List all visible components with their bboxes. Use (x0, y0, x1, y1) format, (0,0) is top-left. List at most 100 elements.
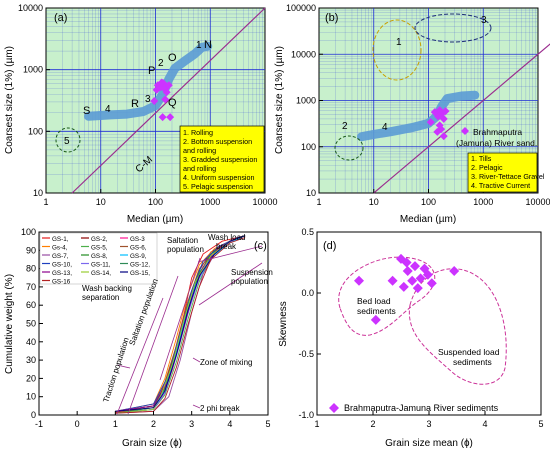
panel-b-label-2: 2 (342, 121, 348, 132)
legend-c-item: GS-10, (52, 262, 72, 269)
c-xtick-label: -1 (35, 419, 43, 429)
panel-b-label-3: 3 (481, 15, 487, 26)
c-ytick-label: 90 (26, 245, 36, 255)
panel-b-region-3 (414, 13, 492, 43)
c-ytick-label: 30 (26, 355, 36, 365)
legend-a-7: 5. Pelagic suspension (183, 182, 253, 191)
a-ytick-label: 1000 (23, 65, 43, 75)
legend-c-item: GS-2, (91, 236, 108, 243)
c-xtick-label: 3 (189, 419, 194, 429)
legend-c-item: GS-7, (52, 253, 69, 260)
legend-a-5: and rolling (183, 164, 216, 173)
legend-b-3: 3. River-Tettace Gravel (471, 172, 545, 181)
legend-a-4: 3. Gradded suspension (183, 155, 257, 164)
c-ytick-label: 20 (26, 373, 36, 383)
d-xtick-label: 2 (370, 419, 375, 429)
letter-o: O (168, 52, 177, 64)
legend-c-item: GS-16 (52, 279, 71, 286)
d-xtick-label: 3 (426, 419, 431, 429)
c-ytick-label: 60 (26, 300, 36, 310)
b-cm-diagonal (373, 43, 550, 194)
data-point (370, 314, 381, 325)
panel-b-ylabel: Coarsest size (1%) (µm) (274, 46, 285, 154)
legend-c-item: GS-14, (91, 270, 111, 277)
panel-b-region-2 (334, 135, 364, 161)
panel-c-tag: (c) (254, 240, 267, 252)
ann-saltation-pop: population (167, 245, 204, 254)
num-2: 2 (158, 58, 164, 69)
legend-c-item: GS-9, (130, 253, 147, 260)
panel-c-xlabel: Grain size (ɸ) (122, 438, 182, 449)
legend-c-item: GS-3 (130, 236, 145, 243)
c-ytick-label: 100 (21, 227, 36, 237)
data-point (410, 261, 420, 272)
panel-d-points (354, 253, 460, 325)
panel-d-ticks: 1 2 3 4 5 -1.0 -0.5 0.0 0.5 (298, 227, 543, 429)
d-xtick-label: 4 (482, 419, 487, 429)
panel-b-label-1: 1 (396, 37, 402, 48)
ann-zone-of-mixing: Zone of mixing (200, 358, 252, 367)
legend-a-3: and rolling (183, 146, 216, 155)
c-xtick-label: 2 (151, 419, 156, 429)
legend-a-6: 4. Uniform suspension (183, 173, 255, 182)
d-ytick-label: -0.5 (298, 349, 314, 359)
panel-b-points (426, 106, 450, 141)
d-xtick-label: 1 (314, 419, 319, 429)
b-xtick-label: 10 (369, 197, 379, 207)
legend-c-item: GS-13, (52, 270, 72, 277)
c-ytick-label: 10 (26, 392, 36, 402)
panel-b-cm-line (373, 43, 550, 194)
legend-c-item: GS-11, (91, 262, 111, 269)
series-line-gs-15 (115, 235, 246, 412)
legend-c-item: GS-5, (91, 245, 108, 252)
data-point (162, 88, 171, 97)
data-point (412, 283, 423, 294)
data-point (441, 107, 450, 116)
legend-b-series-1: Brahmaputra (473, 127, 522, 137)
data-point (426, 118, 435, 127)
legend-a-2: 2. Bottom suspension (183, 137, 252, 146)
region-bed-load-label-1: Bed load (357, 296, 391, 306)
panel-a-xlabel: Median (µm) (127, 214, 183, 225)
c-ytick-label: 50 (26, 319, 36, 329)
ann-2-phi-break: 2 phi break (200, 404, 241, 413)
data-point (426, 278, 437, 289)
c-xtick-label: 4 (227, 419, 232, 429)
panel-c-annotation-lines (116, 245, 263, 415)
d-xtick-label: 5 (538, 419, 543, 429)
a-ytick-label: 100 (28, 126, 43, 136)
data-point (166, 113, 175, 122)
panel-b-legend: 1. Tills 2. Pelagic 3. River-Tettace Gra… (467, 152, 545, 193)
panel-b-xlabel: Median (µm) (400, 214, 456, 225)
c-ytick-label: 80 (26, 264, 36, 274)
data-point (422, 269, 433, 280)
panel-d: 1 2 3 4 5 -1.0 -0.5 0.0 0.5 (d) Bed load sedimen… (278, 227, 544, 449)
ann-suspension-pop: population (231, 277, 268, 286)
panel-a-points (150, 78, 175, 122)
data-point (402, 266, 413, 277)
data-point (401, 257, 412, 268)
legend-c-item: GS-1, (52, 236, 69, 243)
legend-b-1: 1. Tills (471, 154, 492, 163)
b-ytick-label: 10000 (291, 49, 316, 59)
panel-d-xlabel: Grain size mean (ɸ) (385, 438, 473, 449)
legend-c-item: GS-12, (130, 262, 150, 269)
b-ytick-label: 1000 (296, 96, 316, 106)
a-xtick-label: 1 (43, 197, 48, 207)
panel-a-tag: (a) (54, 12, 67, 24)
panel-a-region-5 (55, 127, 81, 153)
legend-d-series: Brahmaputra-Jamuna River sediments (344, 403, 499, 413)
panel-c-legend: GS-1, GS-2, GS-3 Gs-4, GS-5, GS-6, GS-7, GS-8, G… (39, 232, 158, 286)
legend-c-item: GS-15, (130, 270, 150, 277)
legend-a-1: 1. Rolling (183, 128, 213, 137)
c-ytick-label: 40 (26, 337, 36, 347)
panel-b-tag: (b) (325, 12, 338, 24)
panel-d-ylabel: Skewness (278, 301, 289, 347)
data-point (150, 97, 159, 106)
data-point (354, 275, 364, 286)
